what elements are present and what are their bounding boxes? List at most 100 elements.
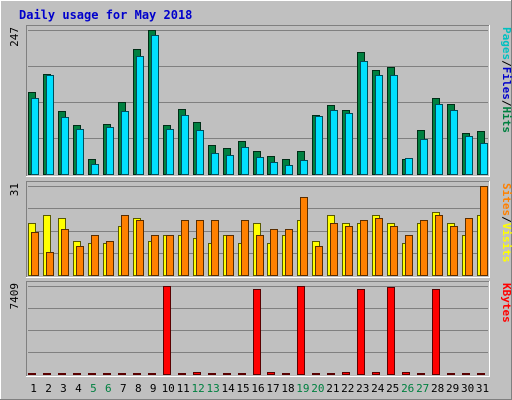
bar-kbytes-day-4 — [73, 373, 81, 375]
bar-sites-day-27 — [420, 220, 428, 276]
bar-files-day-27 — [420, 139, 428, 175]
bar-kbytes-day-9 — [148, 373, 156, 375]
bar-sites-day-17 — [270, 229, 278, 276]
day-label-27: 27 — [416, 382, 429, 395]
bar-kbytes-day-25 — [387, 287, 395, 375]
bar-files-day-21 — [330, 110, 338, 175]
day-label-28: 28 — [431, 382, 444, 395]
bar-files-day-5 — [91, 164, 99, 175]
bar-files-day-24 — [375, 75, 383, 175]
bar-files-day-11 — [181, 115, 189, 175]
bar-files-day-28 — [435, 104, 443, 175]
bar-files-day-10 — [166, 129, 174, 175]
bar-files-day-3 — [61, 117, 69, 175]
day-label-26: 26 — [401, 382, 414, 395]
legend-entry-visits: Visits — [500, 223, 512, 263]
bar-files-day-29 — [450, 110, 458, 175]
bar-kbytes-day-22 — [342, 372, 350, 375]
panel-visits-legend: Sites/Visits — [500, 183, 512, 263]
day-label-14: 14 — [221, 382, 235, 395]
bar-sites-day-10 — [166, 235, 174, 276]
bar-kbytes-day-17 — [267, 372, 275, 375]
bar-sites-day-29 — [450, 226, 458, 276]
bar-kbytes-day-11 — [178, 373, 186, 375]
bar-sites-day-19 — [300, 197, 308, 276]
bar-kbytes-day-24 — [372, 372, 380, 375]
bar-files-day-23 — [360, 61, 368, 175]
bar-kbytes-day-27 — [417, 373, 425, 375]
day-label-23: 23 — [356, 382, 369, 395]
bar-kbytes-day-10 — [163, 286, 171, 375]
panel-visits-ymax-label: 31 — [8, 183, 21, 196]
bar-files-day-15 — [241, 147, 249, 175]
day-label-4: 4 — [75, 382, 82, 395]
series-sites — [31, 186, 488, 276]
legend-entry-: / — [500, 60, 512, 67]
bar-files-day-12 — [196, 130, 204, 175]
bar-kbytes-day-16 — [253, 289, 261, 375]
series-kbytes — [28, 286, 485, 375]
panel-kbytes-ymax-label: 7409 — [8, 283, 21, 310]
legend-entry-: / — [500, 216, 512, 223]
bar-files-day-2 — [46, 75, 54, 175]
legend-entry-pages: Pages — [500, 27, 512, 60]
legend-entry-sites: Sites — [500, 183, 512, 216]
bar-kbytes-day-15 — [238, 373, 246, 375]
bar-sites-day-1 — [31, 232, 39, 276]
bar-files-day-13 — [211, 153, 219, 175]
bar-kbytes-day-14 — [223, 373, 231, 375]
bar-sites-day-2 — [46, 252, 54, 276]
bar-kbytes-day-7 — [118, 373, 126, 375]
bar-sites-day-12 — [196, 220, 204, 276]
bar-kbytes-day-31 — [477, 373, 485, 375]
day-label-9: 9 — [150, 382, 157, 395]
day-label-6: 6 — [105, 382, 112, 395]
bar-sites-day-13 — [211, 220, 219, 276]
bar-files-day-1 — [31, 98, 39, 175]
bar-sites-day-25 — [390, 226, 398, 276]
bar-sites-day-5 — [91, 235, 99, 276]
x-axis-day-labels: 1 2 3 4 5 6 7 8 9 10 11 12 13 14 15 16 17 18 19 20 21 22 23 24 2… — [30, 382, 489, 395]
day-label-10: 10 — [162, 382, 175, 395]
bar-files-day-30 — [465, 136, 473, 175]
bar-kbytes-day-1 — [28, 373, 36, 375]
bar-files-day-26 — [405, 158, 413, 175]
day-label-13: 13 — [206, 382, 219, 395]
bar-sites-day-4 — [76, 246, 84, 276]
bar-files-day-7 — [121, 111, 129, 175]
legend-entry-hits: Hits — [500, 107, 512, 134]
day-label-5: 5 — [90, 382, 97, 395]
bar-sites-day-15 — [241, 220, 249, 276]
bar-sites-day-26 — [405, 235, 413, 276]
bar-kbytes-day-5 — [88, 373, 96, 375]
day-label-22: 22 — [341, 382, 354, 395]
bar-kbytes-day-19 — [297, 286, 305, 375]
day-label-15: 15 — [236, 382, 249, 395]
panel-kbytes: 7409 KBytes — [8, 281, 512, 377]
bar-sites-day-31 — [480, 186, 488, 276]
bar-files-day-17 — [270, 162, 278, 175]
legend-entry-: / — [500, 100, 512, 107]
bar-kbytes-day-26 — [402, 372, 410, 375]
bar-kbytes-day-21 — [327, 373, 335, 375]
day-label-2: 2 — [45, 382, 52, 395]
bar-kbytes-day-20 — [312, 373, 320, 375]
bar-files-day-14 — [226, 155, 234, 175]
day-label-30: 30 — [461, 382, 474, 395]
bar-sites-day-22 — [345, 226, 353, 276]
bar-kbytes-day-13 — [208, 373, 216, 375]
bar-sites-day-30 — [465, 218, 473, 276]
bar-kbytes-day-18 — [282, 373, 290, 375]
day-label-12: 12 — [191, 382, 204, 395]
bar-files-day-22 — [345, 113, 353, 175]
panel-kbytes-legend: KBytes — [500, 283, 512, 323]
bar-sites-day-18 — [285, 229, 293, 276]
bar-sites-day-11 — [181, 220, 189, 276]
series-files — [31, 35, 488, 175]
bar-kbytes-day-23 — [357, 289, 365, 375]
bar-files-day-9 — [151, 35, 159, 175]
bar-kbytes-day-6 — [103, 373, 111, 375]
bar-kbytes-day-3 — [58, 373, 66, 375]
bar-files-day-20 — [315, 116, 323, 175]
